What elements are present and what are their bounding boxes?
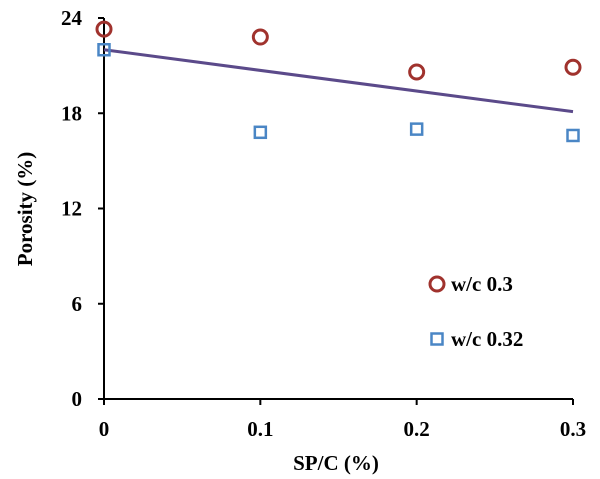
legend-marker <box>430 332 444 346</box>
x-tick-label: 0.2 <box>404 417 430 441</box>
y-tick-label: 0 <box>72 387 83 411</box>
legend: w/c 0.3 w/c 0.32 <box>428 272 523 351</box>
y-tick-label: 12 <box>61 197 82 221</box>
data-point-wc-0-3 <box>251 28 269 46</box>
y-axis-title: Porosity (%) <box>13 152 37 267</box>
data-point-wc-0-3 <box>408 63 426 81</box>
data-point-wc-0-32 <box>409 122 424 136</box>
tick-labels: 0 6 12 18 24 0 0.1 0.2 0.3 <box>61 6 586 441</box>
trendline-layer <box>103 48 574 114</box>
data-point-wc-0-3 <box>95 20 113 38</box>
trendline <box>103 48 574 114</box>
y-tick-label: 18 <box>61 101 82 125</box>
x-tick-label: 0.3 <box>560 417 586 441</box>
y-tick-label: 6 <box>72 292 83 316</box>
data-point-wc-0-32 <box>566 128 580 143</box>
legend-label: w/c 0.32 <box>451 327 523 351</box>
y-tick-label: 24 <box>61 6 83 30</box>
data-points <box>95 20 582 143</box>
legend-marker <box>428 275 446 293</box>
data-point-wc-0-32 <box>253 125 268 140</box>
legend-label: w/c 0.3 <box>451 272 513 296</box>
data-point-wc-0-3 <box>564 58 582 76</box>
data-point-wc-0-32 <box>97 43 111 57</box>
x-tick-label: 0.1 <box>247 417 273 441</box>
x-tick-label: 0 <box>99 417 110 441</box>
axes <box>98 17 574 405</box>
x-axis-title: SP/C (%) <box>293 451 379 475</box>
